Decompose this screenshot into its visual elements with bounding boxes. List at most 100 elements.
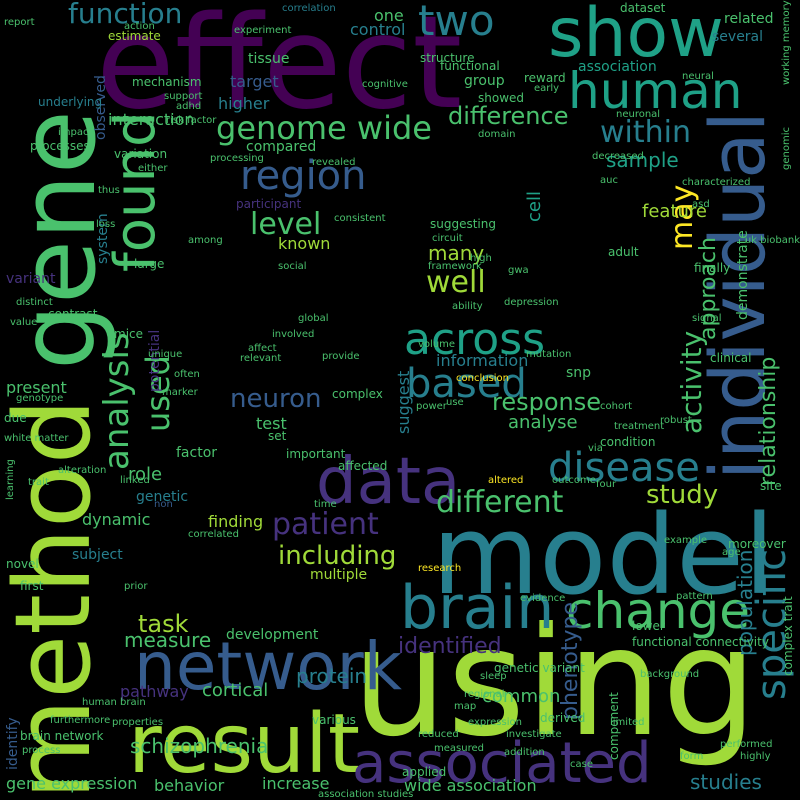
- word: region: [240, 153, 367, 199]
- word: form: [680, 751, 704, 762]
- word: target: [230, 72, 279, 91]
- word: process: [22, 745, 61, 756]
- word: test: [256, 414, 287, 433]
- word: complex trait: [781, 596, 795, 676]
- word: dynamic: [82, 510, 151, 529]
- word: affect: [248, 343, 277, 354]
- word: response: [492, 388, 602, 416]
- word: level: [250, 207, 322, 242]
- word: increase: [262, 774, 330, 793]
- word: measured: [434, 743, 484, 754]
- word: analyse: [508, 412, 578, 433]
- word: asd: [692, 199, 710, 210]
- word: associated: [352, 731, 652, 796]
- word: structure: [420, 51, 475, 65]
- word: present: [6, 378, 67, 397]
- word: cognitive: [362, 79, 408, 90]
- word: clinical: [710, 351, 752, 365]
- word: action: [124, 21, 155, 32]
- word: highly: [740, 751, 771, 762]
- word: disease: [548, 445, 700, 491]
- word: altered: [488, 475, 524, 486]
- word: various: [312, 713, 356, 727]
- word: neural: [682, 71, 714, 82]
- word: correlated: [188, 529, 239, 540]
- word: robust: [660, 415, 692, 426]
- word: expression: [468, 717, 522, 728]
- word: novel: [6, 557, 39, 571]
- word: map: [454, 701, 477, 712]
- word: involved: [272, 329, 315, 340]
- word: mutation: [526, 349, 572, 360]
- word: compared: [246, 139, 317, 155]
- word: among: [188, 235, 223, 246]
- word: age: [722, 547, 741, 558]
- word: studies: [690, 770, 762, 794]
- word: furthermore: [50, 715, 111, 726]
- word: genotype: [16, 393, 64, 404]
- word: site: [760, 479, 782, 493]
- word: revealed: [312, 157, 356, 168]
- word: network: [134, 628, 403, 705]
- word: lower: [632, 619, 665, 633]
- word: sample: [606, 148, 679, 172]
- word: tissue: [248, 51, 290, 67]
- word: including: [278, 541, 397, 571]
- word: limited: [610, 717, 645, 728]
- word: risk factor: [166, 115, 217, 126]
- word: contrast: [48, 307, 98, 321]
- word: gene expression: [6, 774, 138, 793]
- word: analysis: [97, 332, 137, 470]
- word: research: [418, 563, 462, 574]
- word: known: [278, 234, 331, 253]
- word: set: [268, 429, 287, 443]
- word: functional: [440, 59, 500, 73]
- word: four: [596, 479, 617, 490]
- word: dataset: [620, 1, 666, 15]
- word: suggesting: [430, 217, 496, 231]
- word: group: [464, 73, 505, 89]
- word: evidence: [520, 593, 566, 604]
- word: characterized: [682, 177, 751, 188]
- word: decreased: [592, 151, 644, 162]
- word: support: [164, 91, 203, 102]
- word: linked: [120, 475, 150, 486]
- word: result: [128, 697, 360, 792]
- word: ability: [452, 301, 483, 312]
- word: feature: [642, 201, 707, 222]
- word: finally: [694, 261, 731, 275]
- word: processing: [210, 153, 264, 164]
- word: control: [350, 20, 406, 39]
- word: working memory: [781, 0, 792, 85]
- word: impact: [58, 127, 93, 138]
- word: conclusion: [456, 373, 510, 384]
- word: volume: [418, 339, 456, 350]
- word: experiment: [234, 25, 292, 36]
- word: patient: [272, 507, 379, 542]
- word: based: [406, 361, 527, 407]
- word: value: [10, 317, 38, 328]
- word: protein: [296, 664, 368, 688]
- word: unique: [148, 349, 183, 360]
- word: multiple: [310, 567, 368, 583]
- word: model: [432, 491, 775, 619]
- word: two: [418, 0, 495, 45]
- word: association studies: [318, 789, 414, 800]
- word: gwa: [508, 265, 529, 276]
- word: higher: [218, 94, 270, 113]
- word: high: [470, 253, 492, 264]
- word: loss: [96, 219, 116, 230]
- word: social: [278, 261, 307, 272]
- word: example: [664, 535, 708, 546]
- word: potential: [147, 329, 163, 392]
- word: subject: [72, 547, 123, 563]
- word: genetic: [136, 489, 189, 505]
- word: case: [570, 759, 593, 770]
- word: interaction: [108, 110, 195, 129]
- word: different: [436, 485, 564, 520]
- word: derived: [540, 711, 586, 725]
- word: early: [534, 83, 560, 94]
- word: genome wide: [216, 109, 432, 147]
- word: distinct: [16, 297, 53, 308]
